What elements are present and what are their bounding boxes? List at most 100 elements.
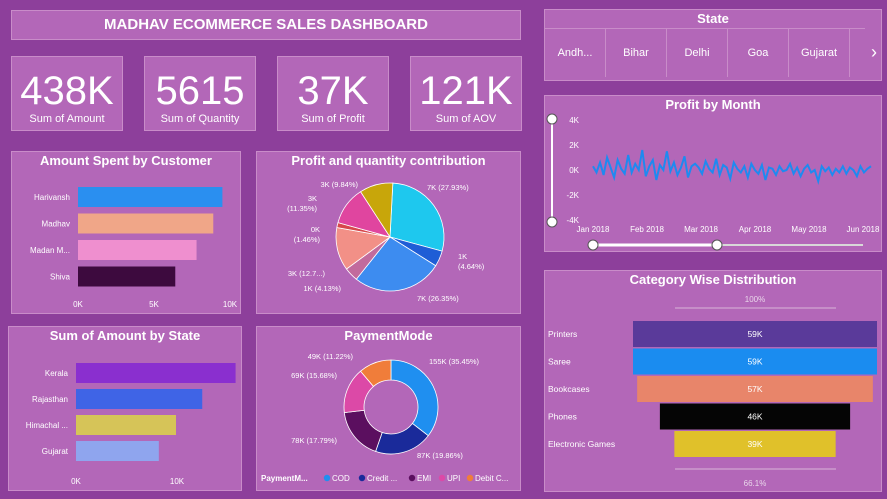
- legend-marker: [323, 474, 331, 482]
- state-chart-title: Sum of Amount by State: [49, 328, 201, 343]
- data-label: 3K: [308, 194, 317, 203]
- funnel-bar: [637, 376, 873, 402]
- kpi-value: 5615: [155, 69, 245, 113]
- x-tick-label: Apr 2018: [739, 225, 772, 234]
- bar: [76, 363, 236, 383]
- profit-month-title: Profit by Month: [665, 97, 761, 112]
- x-tick-label: Jun 2018: [847, 225, 880, 234]
- legend-label: Credit ...: [367, 474, 397, 483]
- funnel-bar: [633, 348, 877, 375]
- category-label: Bookcases: [548, 384, 590, 394]
- state-chart-panel: Sum of Amount by State Kerala Rajasthan Hi…: [8, 326, 242, 491]
- data-label: 7K (27.93%): [427, 183, 469, 192]
- kpi-label: Sum of Profit: [301, 113, 365, 125]
- funnel-bar: [674, 431, 836, 457]
- data-label: 3K (9.84%): [320, 180, 358, 189]
- profit-month-panel: Profit by Month 4K 2K 0K -2K -4K Jan 2018 Feb …: [544, 95, 882, 252]
- data-label: (1.46%): [294, 235, 321, 244]
- category-label: Shiva: [50, 273, 71, 282]
- x-tick-label: 10K: [223, 300, 238, 309]
- payment-donut-chart: 155K (35.45%) 87K (19.86%) 78K (17.79%) 69K…: [261, 352, 508, 483]
- legend-label: COD: [332, 474, 350, 483]
- customer-bar-chart: Harivansh Madhav Madan M... Shiva 0K 5K 10K: [30, 187, 238, 309]
- y-tick-label: -4K: [567, 216, 580, 225]
- category-chart-panel: Category Wise Distribution 100% Printers 5…: [544, 270, 882, 492]
- category-label: Rajasthan: [32, 395, 68, 404]
- category-label: Phones: [548, 412, 577, 422]
- y-tick-label: -2K: [567, 191, 580, 200]
- category-label: Madhav: [42, 220, 70, 229]
- slicer-item-bihar[interactable]: Bihar: [606, 29, 667, 77]
- data-label: 7K (26.35%): [417, 294, 459, 303]
- x-tick-label: 0K: [73, 300, 83, 309]
- kpi-value: 37K: [297, 69, 369, 113]
- legend-title: PaymentM...: [261, 474, 308, 483]
- data-label: 3K (12.7...): [288, 269, 326, 278]
- category-label: Kerala: [45, 369, 69, 378]
- y-range-slider-handle[interactable]: [546, 216, 558, 228]
- state-slicer: State Andh... Bihar Delhi Goa Gujarat ›: [544, 9, 882, 81]
- bar: [78, 187, 223, 207]
- category-label: Gujarat: [42, 447, 69, 456]
- category-chart-title: Category Wise Distribution: [629, 272, 797, 287]
- y-tick-label: 2K: [569, 141, 579, 150]
- legend-marker: [438, 474, 446, 482]
- dashboard-title: MADHAV ECOMMERCE SALES DASHBOARD: [104, 16, 428, 33]
- legend-label: Debit C...: [475, 474, 508, 483]
- data-label: (4.64%): [458, 262, 485, 271]
- kpi-value: 438K: [20, 69, 114, 113]
- x-tick-label: Feb 2018: [630, 225, 664, 234]
- data-label: 1K: [458, 252, 467, 261]
- funnel-bar: [633, 321, 877, 347]
- category-label: Electronic Games: [548, 439, 615, 449]
- category-label: Madan M...: [30, 246, 70, 255]
- legend-marker: [358, 474, 366, 482]
- data-label: 46K: [747, 412, 762, 422]
- contribution-chart-title: Profit and quantity contribution: [291, 153, 486, 168]
- legend-marker: [408, 474, 416, 482]
- slicer-item-andhra[interactable]: Andh...: [545, 29, 606, 77]
- kpi-label: Sum of Quantity: [160, 113, 240, 125]
- contribution-pie-chart: 7K (27.93%) 1K(4.64%) 7K (26.35%) 1K (4.13%…: [287, 180, 485, 303]
- category-label: Saree: [548, 357, 571, 367]
- x-range-slider-handle[interactable]: [711, 239, 723, 251]
- x-tick-label: May 2018: [791, 225, 827, 234]
- bar: [76, 415, 176, 435]
- bar: [76, 441, 159, 461]
- bar: [78, 266, 176, 287]
- pie-slice: [360, 182, 394, 239]
- kpi-value: 121K: [419, 69, 513, 113]
- bar: [78, 240, 197, 260]
- bar: [78, 213, 214, 234]
- pie-slice: [343, 409, 383, 452]
- data-label: 57K: [747, 384, 762, 394]
- x-tick-label: Jan 2018: [577, 225, 610, 234]
- slicer-item-gujarat[interactable]: Gujarat: [789, 29, 850, 77]
- kpi-card-profit: 37K Sum of Profit: [277, 56, 389, 131]
- chevron-right-icon[interactable]: ›: [871, 42, 877, 62]
- data-label: 69K (15.68%): [291, 371, 337, 380]
- x-tick-label: 5K: [149, 300, 159, 309]
- x-range-slider-handle[interactable]: [587, 239, 599, 251]
- y-tick-label: 0K: [569, 166, 579, 175]
- funnel-bar: [659, 403, 851, 430]
- slicer-item-delhi[interactable]: Delhi: [667, 29, 728, 77]
- kpi-card-aov: 121K Sum of AOV: [410, 56, 522, 131]
- kpi-card-amount: 438K Sum of Amount: [11, 56, 123, 131]
- legend-label: UPI: [447, 474, 460, 483]
- data-label: 39K: [747, 439, 762, 449]
- data-label: 59K: [747, 329, 762, 339]
- state-bar-chart: Kerala Rajasthan Himachal ... Gujarat 0K 10K: [26, 363, 236, 486]
- payment-chart-panel: PaymentMode 155K (35.45%) 87K (19.86%) 78K…: [256, 326, 521, 491]
- customer-chart-title: Amount Spent by Customer: [40, 153, 212, 168]
- y-tick-label: 4K: [569, 116, 579, 125]
- x-tick-label: 0K: [71, 477, 81, 486]
- funnel-bottom-label: 66.1%: [744, 479, 767, 488]
- data-label: 155K (35.45%): [429, 357, 480, 366]
- slicer-item-goa[interactable]: Goa: [728, 29, 789, 77]
- y-range-slider-handle[interactable]: [546, 113, 558, 125]
- series-line: [592, 149, 872, 186]
- x-tick-label: 10K: [170, 477, 185, 486]
- data-label: (11.35%): [287, 204, 317, 213]
